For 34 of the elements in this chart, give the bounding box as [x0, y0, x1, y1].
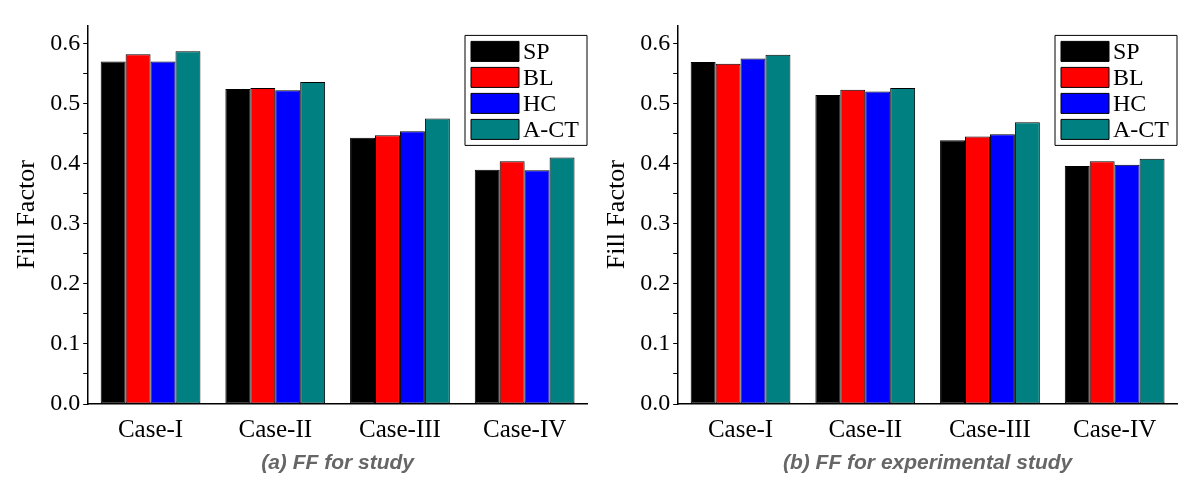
- y-tick-label: 0.1: [50, 329, 81, 356]
- x-tick-label: Case-IV: [1072, 414, 1157, 442]
- legend-label: HC: [523, 89, 557, 116]
- legend-label: SP: [523, 37, 550, 64]
- y-tick-label: 0.0: [50, 389, 81, 416]
- y-tick-label: 0.4: [50, 148, 81, 175]
- text: (a) FF for study: [261, 450, 416, 474]
- legend-label: A-CT: [1113, 115, 1170, 142]
- x-tick-label: Case-III: [949, 414, 1031, 442]
- legend-label: SP: [1113, 37, 1140, 64]
- x-tick-label: Case-I: [707, 414, 774, 442]
- y-tick-label: 0.3: [50, 209, 81, 236]
- y-tick-label: 0.5: [50, 88, 81, 115]
- legend-label: BL: [523, 63, 554, 90]
- y-tick-label: 0.5: [640, 88, 671, 115]
- x-tick-label: Case-I: [117, 414, 184, 442]
- legend-label: A-CT: [523, 115, 580, 142]
- y-tick-label: 0.6: [50, 28, 81, 55]
- y-tick-label: 0.2: [50, 269, 81, 296]
- x-tick-label: Case-II: [238, 414, 313, 442]
- x-tick-label: Case-II: [828, 414, 903, 442]
- y-axis-title: Fill Factor: [11, 159, 41, 270]
- text: (b) FF for experimental study: [782, 450, 1074, 474]
- y-tick-label: 0.3: [640, 209, 671, 236]
- x-tick-label: Case-IV: [482, 414, 567, 442]
- legend-label: HC: [1113, 89, 1147, 116]
- x-tick-label: Case-III: [359, 414, 441, 442]
- legend-label: BL: [1113, 63, 1144, 90]
- y-tick-label: 0.1: [640, 329, 671, 356]
- y-tick-label: 0.6: [640, 28, 671, 55]
- y-axis-title: Fill Factor: [601, 159, 631, 270]
- y-tick-label: 0.0: [640, 389, 671, 416]
- y-tick-label: 0.4: [640, 148, 671, 175]
- y-tick-label: 0.2: [640, 269, 671, 296]
